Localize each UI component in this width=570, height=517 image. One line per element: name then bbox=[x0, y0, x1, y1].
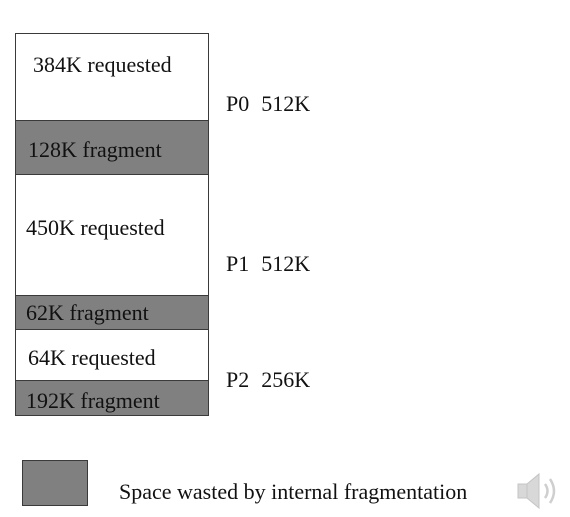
block-p1-fragment: 62K fragment bbox=[15, 295, 209, 330]
partition-label-p1: P1 512K bbox=[226, 253, 310, 275]
partition-size: 512K bbox=[261, 91, 311, 116]
partition-name: P0 bbox=[226, 91, 250, 116]
speaker-icon[interactable] bbox=[512, 470, 562, 512]
block-p0-fragment: 128K fragment bbox=[15, 120, 209, 175]
block-p1-requested: 450K requested bbox=[15, 174, 209, 296]
block-p2-fragment: 192K fragment bbox=[15, 380, 209, 416]
block-label: 64K requested bbox=[28, 345, 156, 370]
block-p0-requested: 384K requested bbox=[15, 33, 209, 121]
partition-label-p0: P0 512K bbox=[226, 93, 310, 115]
block-label: 450K requested bbox=[26, 215, 165, 240]
legend-label: Space wasted by internal fragmentation bbox=[119, 479, 468, 504]
block-p2-requested: 64K requested bbox=[15, 329, 209, 381]
block-label: 192K fragment bbox=[26, 388, 160, 413]
partition-size: 256K bbox=[261, 367, 311, 392]
block-label: 384K requested bbox=[33, 52, 172, 77]
legend-swatch bbox=[22, 460, 88, 506]
block-label: 128K fragment bbox=[28, 137, 162, 162]
partition-name: P2 bbox=[226, 367, 250, 392]
partition-size: 512K bbox=[261, 251, 311, 276]
block-label: 62K fragment bbox=[26, 300, 149, 325]
partition-label-p2: P2 256K bbox=[226, 369, 310, 391]
partition-name: P1 bbox=[226, 251, 250, 276]
